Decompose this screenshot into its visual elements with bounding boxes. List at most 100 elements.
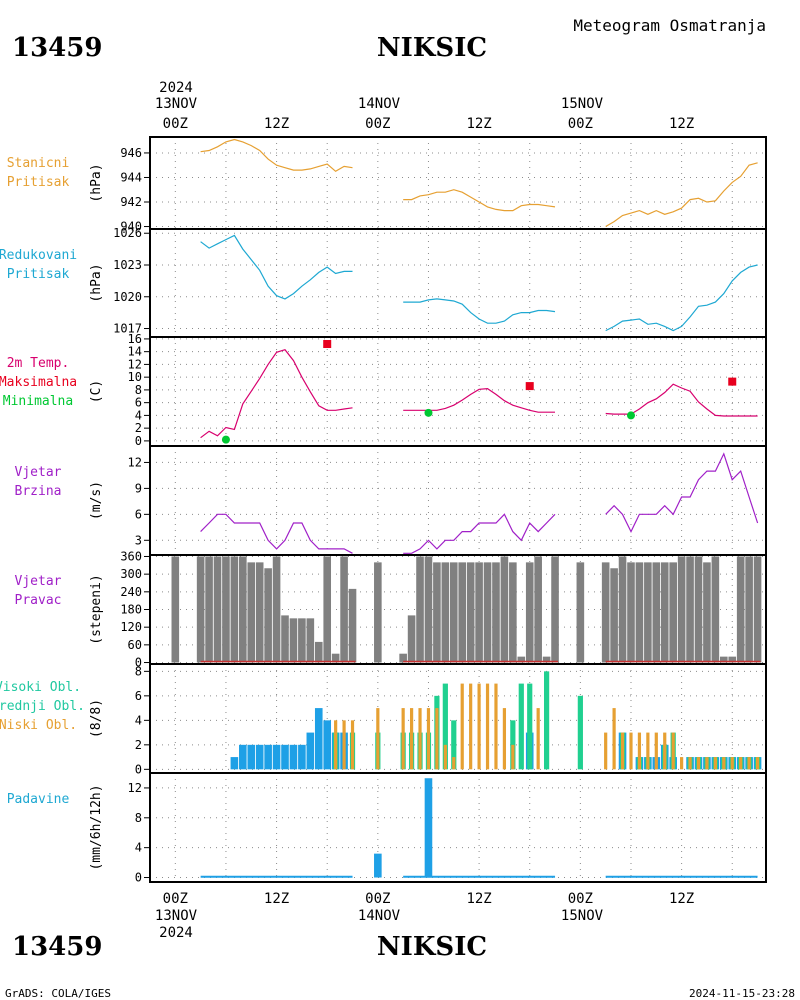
y-tick-label: 12 [128,357,142,371]
low-cloud-bar [688,757,692,770]
mid-cloud-bar [442,683,448,770]
y-tick-label: 12 [128,455,142,469]
low-cloud-bar [502,708,507,770]
y-tick-label: 2 [135,738,142,752]
direction-bar [239,556,247,663]
panel-precipitation: (mm/6h/12h) [89,772,767,883]
y-tick-label: 8 [135,664,142,678]
panel-title-line: Redukovani [0,248,77,263]
top-hour-label: 00Z [365,116,390,132]
direction-bar [264,568,272,663]
high-cloud-bar [264,744,272,770]
panel-wind_speed: (m/s) [89,445,767,556]
bottom-hour-label: 12Z [669,891,694,907]
direction-bar [703,562,711,663]
direction-bar [618,556,627,663]
unit-label: (mm/6h/12h) [89,784,104,870]
y-tick-label: 240 [120,585,142,599]
y-tick-label: 946 [120,146,142,160]
low-cloud-bar [646,732,650,770]
y-tick-label: 0 [135,656,142,670]
series-line [403,189,556,212]
low-cloud-bar [350,720,355,770]
low-cloud-bar [452,757,456,770]
low-cloud-bar [705,757,709,770]
direction-bar [686,556,694,663]
series-line [605,162,758,228]
y-tick-label: 14 [128,345,142,359]
high-cloud-bar [239,744,247,770]
high-cloud-bar [298,744,306,770]
tmin-marker [221,435,230,444]
y-tick-label: 180 [120,603,142,617]
high-cloud-bar [323,720,332,770]
top-date-label: 15NOV [561,96,604,112]
y-tick-label: 942 [120,195,142,209]
direction-bar [517,656,526,663]
unit-label: (stepeni) [89,574,104,644]
low-cloud-bar [730,757,734,770]
high-cloud-bar [289,744,298,770]
direction-bar [298,618,306,663]
direction-bar [509,562,517,663]
high-cloud-bar [247,744,256,770]
low-cloud-bar [654,732,658,770]
direction-bar [247,562,256,663]
panel-title-line: Maksimalna [0,375,77,390]
mid-cloud-bar [544,671,550,770]
header-station-id: 13459 [12,33,102,63]
y-tick-label: 0 [135,434,142,448]
panel-reduced_pressure: (hPa) [89,228,767,338]
low-cloud-bar [536,708,540,770]
tmax-marker [728,377,737,386]
tmin-marker [626,411,635,420]
precip-bar [424,778,433,878]
panel-title-line: Padavine [7,792,70,807]
y-tick-label: 3 [135,533,142,547]
panel-wind_direction: (stepeni) [89,554,767,665]
high-cloud-bar [272,744,281,770]
high-cloud-bar [281,744,289,770]
direction-bar [652,562,661,663]
high-cloud-bar [314,708,323,770]
direction-bar [753,556,762,663]
bottom-date-label: 15NOV [561,908,604,924]
panel-station_pressure: (hPa) [89,136,767,230]
tmax-marker [323,340,332,349]
direction-bar [610,568,618,663]
y-tick-label: 4 [135,408,142,422]
panel-title-line: Niski Obl. [0,718,77,733]
bottom-hour-label: 00Z [163,891,188,907]
footer-timestamp: 2024-11-15-23:28 [689,987,795,1000]
direction-bar [458,562,467,663]
direction-bar [196,556,205,663]
low-cloud-bar [435,708,439,770]
direction-bar [433,562,441,663]
unit-label: (8/8) [89,699,104,738]
y-tick-label: 6 [135,396,142,410]
series-line [403,387,555,413]
panel-temperature: (C) [89,336,767,447]
direction-bar [711,556,720,663]
low-cloud-bar [460,683,464,770]
low-cloud-bar [604,732,608,770]
y-tick-label: 60 [128,638,142,652]
series-line [200,513,353,554]
direction-bar [230,556,239,663]
top-hour-label: 12Z [264,116,289,132]
panel-frame [149,336,767,447]
panel-title-line: Vjetar [15,574,62,589]
y-tick-label: 944 [120,170,142,184]
low-cloud-bar [342,720,346,770]
unit-label: (hPa) [89,163,104,202]
direction-bar [314,641,323,663]
direction-bar [635,562,644,663]
mid-cloud-bar [577,695,583,770]
panel-frame [149,445,767,556]
direction-bar [340,556,348,663]
direction-bar [222,556,230,663]
series-line [403,513,556,554]
low-cloud-bar [637,732,642,770]
panel-title-line: Srednji Obl. [0,699,85,714]
bottom-date-label: 13NOV [155,908,198,924]
